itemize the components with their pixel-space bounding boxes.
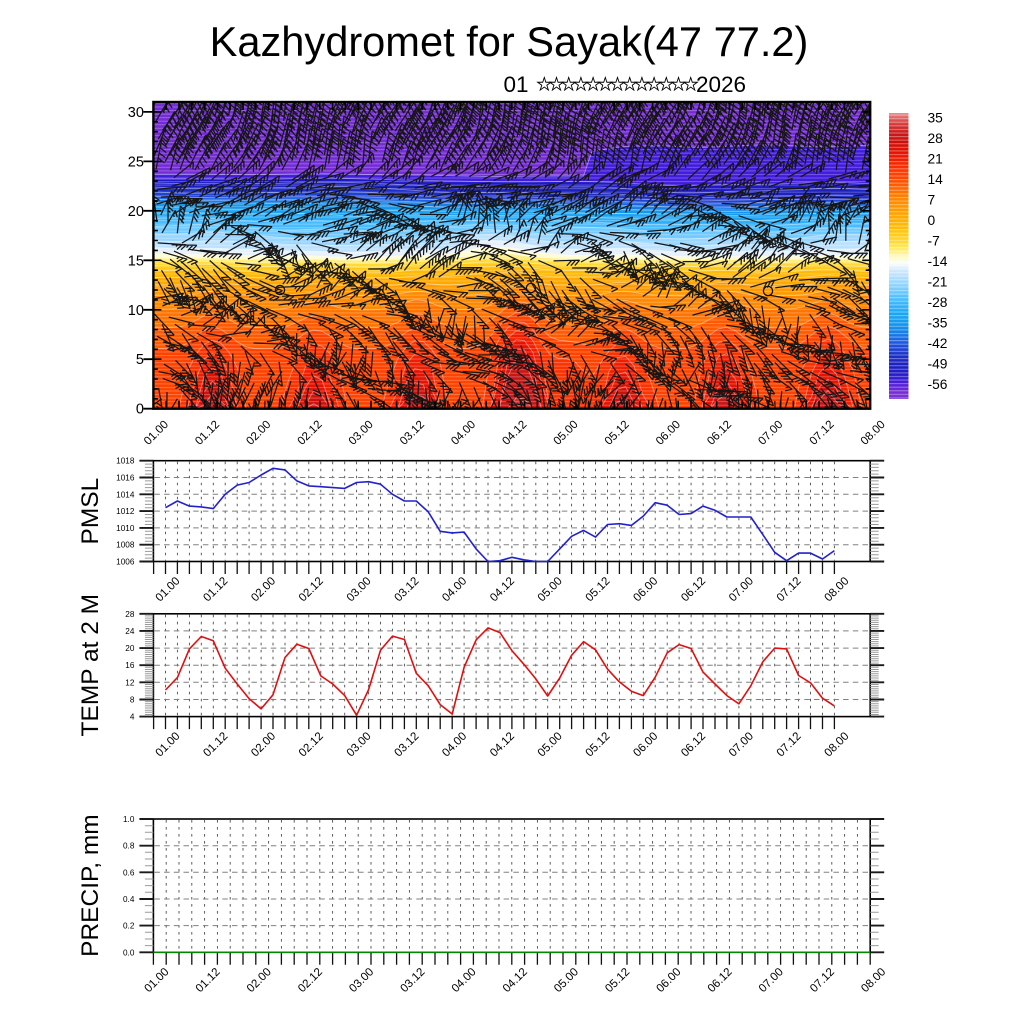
svg-text:35: 35: [928, 111, 944, 126]
svg-text:28: 28: [125, 610, 135, 619]
svg-text:01: 01: [503, 72, 528, 97]
svg-text:15: 15: [128, 253, 144, 269]
svg-text:2026: 2026: [696, 72, 746, 97]
svg-text:20: 20: [128, 204, 144, 220]
svg-text:20: 20: [125, 644, 135, 653]
svg-text:-42: -42: [928, 336, 948, 351]
svg-text:25: 25: [128, 154, 144, 170]
svg-text:0.4: 0.4: [123, 895, 135, 904]
svg-text:-21: -21: [928, 275, 948, 290]
svg-text:-14: -14: [928, 254, 948, 269]
svg-text:1010: 1010: [116, 524, 135, 533]
svg-text:24: 24: [125, 627, 135, 636]
svg-text:5: 5: [136, 352, 144, 368]
svg-text:1.0: 1.0: [123, 815, 135, 824]
svg-text:28: 28: [928, 131, 944, 146]
svg-text:-28: -28: [928, 295, 948, 310]
svg-text:14: 14: [928, 172, 944, 187]
svg-text:30: 30: [128, 105, 144, 121]
svg-text:1016: 1016: [116, 474, 135, 483]
svg-text:12: 12: [125, 678, 135, 687]
svg-text:4: 4: [130, 713, 135, 722]
svg-text:1008: 1008: [116, 541, 135, 550]
svg-text:1012: 1012: [116, 507, 135, 516]
svg-text:7: 7: [928, 193, 936, 208]
svg-text:-49: -49: [928, 357, 948, 372]
svg-text:PRECIP, mm: PRECIP, mm: [77, 814, 104, 957]
svg-text:0.8: 0.8: [123, 842, 135, 851]
svg-text:-7: -7: [928, 234, 940, 249]
svg-text:PMSL: PMSL: [77, 478, 104, 545]
svg-text:1018: 1018: [116, 457, 135, 466]
svg-text:1014: 1014: [116, 490, 135, 499]
svg-text:0.2: 0.2: [123, 922, 135, 931]
svg-text:0: 0: [136, 402, 144, 418]
svg-text:0.0: 0.0: [123, 948, 135, 957]
svg-text:21: 21: [928, 152, 943, 167]
svg-text:8: 8: [130, 696, 135, 705]
svg-text:1006: 1006: [116, 558, 135, 567]
svg-text:0.6: 0.6: [123, 868, 135, 877]
svg-text:0: 0: [928, 213, 936, 228]
svg-text:-56: -56: [928, 377, 948, 392]
svg-text:TEMP at 2 M: TEMP at 2 M: [77, 594, 104, 737]
svg-text:16: 16: [125, 661, 135, 670]
svg-text:Kazhydromet for Sayak(47 77.2): Kazhydromet for Sayak(47 77.2): [210, 18, 809, 65]
svg-text:10: 10: [128, 303, 144, 319]
svg-text:-35: -35: [928, 316, 948, 331]
